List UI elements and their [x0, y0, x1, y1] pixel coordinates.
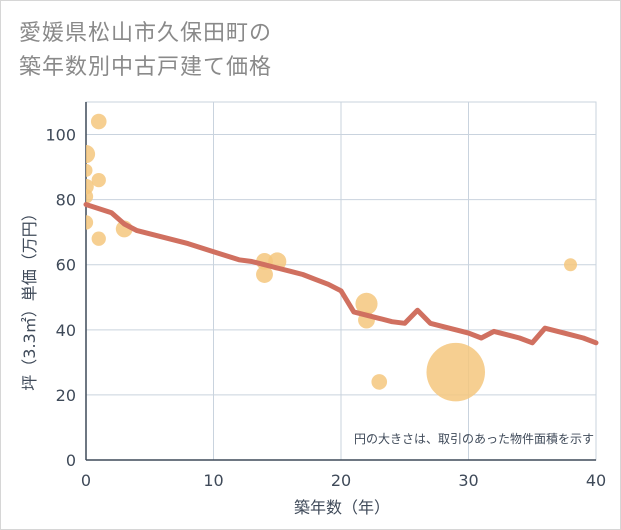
- x-tick-label: 0: [81, 471, 91, 490]
- data-point: [256, 266, 273, 283]
- data-point: [91, 231, 106, 246]
- x-tick-label: 40: [586, 471, 606, 490]
- y-tick-label: 0: [66, 451, 76, 470]
- x-tick-label: 20: [331, 471, 351, 490]
- data-point: [426, 342, 485, 402]
- data-point: [564, 258, 577, 272]
- chart-title-line-2: 築年数別中古戸建て価格: [19, 55, 273, 80]
- chart-title: 愛媛県松山市久保田町の 築年数別中古戸建て価格: [19, 17, 272, 85]
- grid-lines: [85, 101, 597, 461]
- trend-line: [83, 202, 599, 346]
- data-point: [86, 215, 94, 230]
- x-tick-label: 10: [203, 471, 223, 490]
- data-point: [86, 144, 96, 164]
- y-axis-label: 坪（3.3㎡）単価（万円）: [20, 205, 39, 390]
- size-legend-note: 円の大きさは、取引のあった物件面積を示す: [354, 431, 594, 446]
- x-tick-label: 30: [458, 471, 478, 490]
- y-tick-label: 40: [56, 321, 76, 340]
- data-point: [86, 163, 93, 177]
- tick-labels: 0 20 40 60 80 100 0 10 20 30 40: [45, 126, 606, 490]
- data-points: [86, 113, 577, 402]
- y-tick-label: 80: [56, 191, 76, 210]
- x-axis-label: 築年数（年）: [294, 498, 390, 517]
- data-point: [355, 292, 378, 315]
- y-tick-label: 60: [56, 256, 76, 275]
- data-point: [91, 172, 106, 188]
- y-tick-label: 100: [45, 126, 76, 145]
- chart-title-line-1: 愛媛県松山市久保田町の: [19, 21, 273, 46]
- y-tick-label: 20: [56, 386, 76, 405]
- data-point: [86, 189, 94, 204]
- trend-line-group: [83, 202, 599, 346]
- data-point: [90, 113, 107, 130]
- data-point: [371, 374, 388, 390]
